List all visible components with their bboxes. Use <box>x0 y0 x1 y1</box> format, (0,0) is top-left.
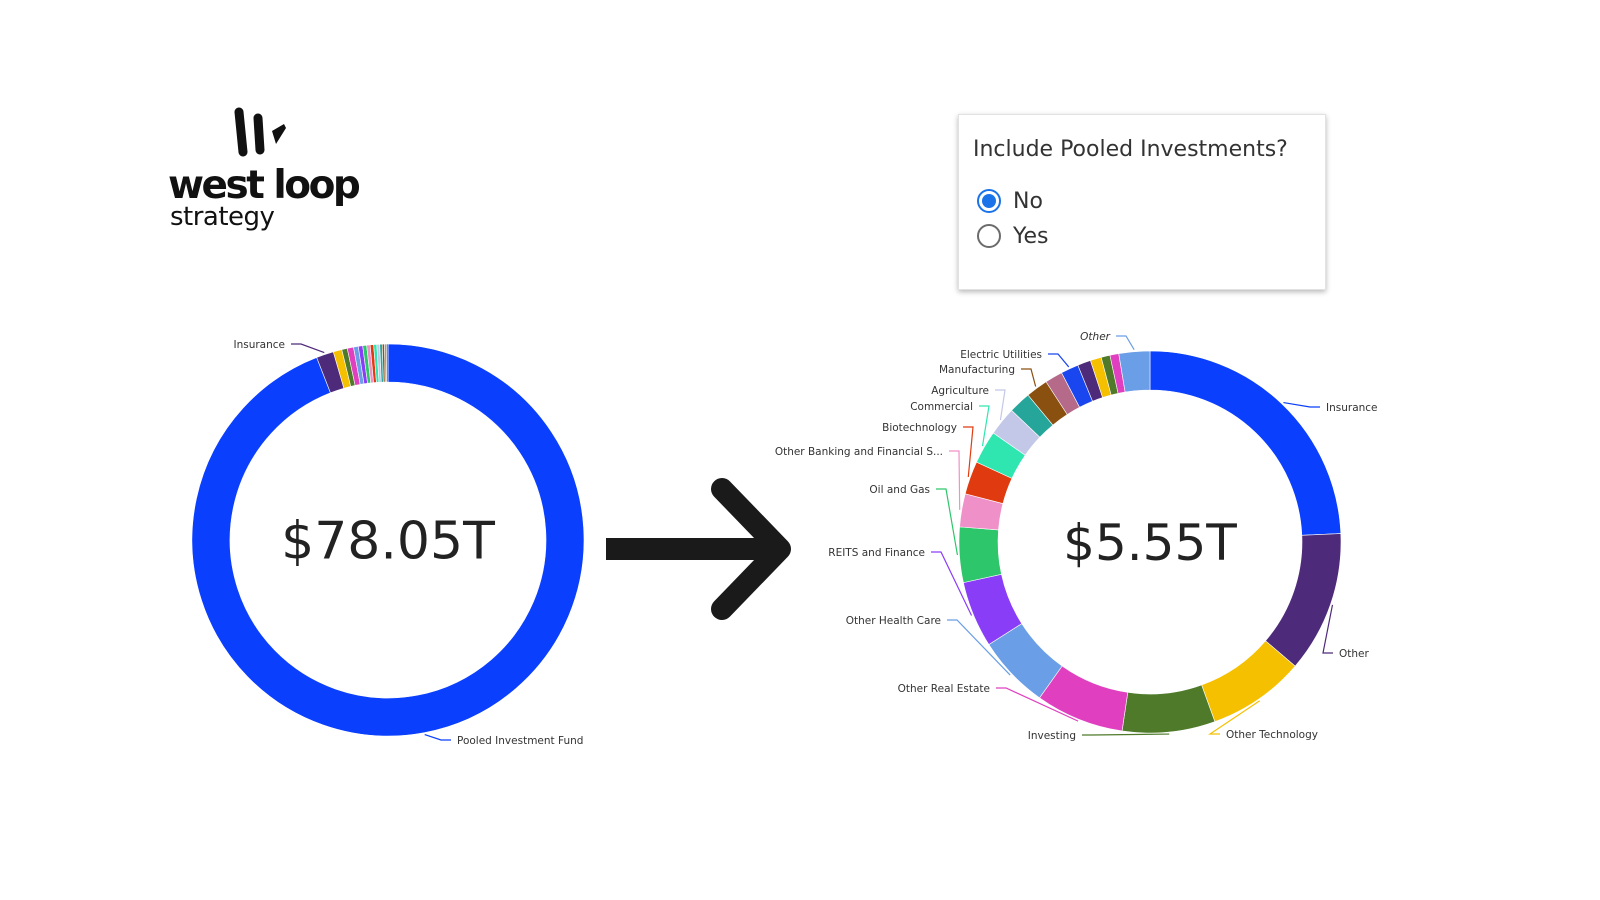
slice-label-other-real-estate: Other Real Estate <box>898 683 990 695</box>
label-leader-line <box>1283 401 1320 408</box>
label-leader-line <box>1322 604 1334 654</box>
slice-label-other-banking-and-financial-s: Other Banking and Financial S... <box>775 446 943 458</box>
label-leader-line <box>1208 700 1261 735</box>
donut-center-total: $5.55T <box>1063 514 1237 572</box>
slice-label-insurance: Insurance <box>233 339 285 351</box>
label-leader-line <box>949 450 961 510</box>
slice-label-biotechnology: Biotechnology <box>882 422 957 434</box>
donut-slice-other[interactable] <box>1118 350 1151 393</box>
donut-slice-pooled-investment-fund[interactable] <box>191 343 585 737</box>
brand-logo: west loop strategy <box>168 104 368 244</box>
radio-option-no[interactable]: No <box>977 187 1043 215</box>
slice-label-oil-and-gas: Oil and Gas <box>869 484 930 496</box>
label-leader-line <box>963 426 974 478</box>
brand-name-line1: west loop <box>168 163 361 208</box>
donut-slice-insurance[interactable] <box>1149 350 1342 536</box>
label-leader-line <box>1116 335 1135 350</box>
slice-label-commercial: Commercial <box>910 401 973 413</box>
donut-slice-unlabeled-15[interactable] <box>386 343 389 383</box>
slice-label-other-health-care: Other Health Care <box>846 615 941 627</box>
slice-label-insurance: Insurance <box>1326 402 1378 414</box>
donut-slice-oil-and-gas[interactable] <box>958 526 1002 583</box>
slice-label-other: Other <box>1339 648 1369 660</box>
label-leader-line <box>995 389 1006 421</box>
label-leader-line <box>979 405 990 447</box>
slice-label-agriculture: Agriculture <box>931 385 989 397</box>
filter-title: Include Pooled Investments? <box>973 137 1288 162</box>
label-leader-line <box>996 687 1079 722</box>
label-leader-line <box>1082 733 1170 736</box>
donut-slice-investing[interactable] <box>1121 684 1216 734</box>
slice-label-reits-and-finance: REITS and Finance <box>828 547 925 559</box>
label-leader-line <box>936 488 959 556</box>
label-leader-line <box>424 734 451 741</box>
label-leader-line <box>931 551 973 616</box>
radio-option-yes[interactable]: Yes <box>977 222 1049 250</box>
label-leader-line <box>1048 353 1070 368</box>
slice-label-investing: Investing <box>1028 730 1076 742</box>
radio-label-yes: Yes <box>1013 223 1049 249</box>
slice-label-electric-utilities: Electric Utilities <box>960 349 1042 361</box>
brand-name-line2: strategy <box>170 202 275 232</box>
label-leader-line <box>1021 368 1037 387</box>
donut-slice-other[interactable] <box>1265 533 1342 667</box>
slice-label-other-technology: Other Technology <box>1226 729 1318 741</box>
pooled-investments-filter: Include Pooled Investments? No Yes <box>958 114 1326 290</box>
label-leader-line <box>291 343 325 354</box>
radio-button-checked[interactable] <box>977 189 1001 213</box>
slice-label-other: Other <box>1080 331 1110 343</box>
donut-center-total: $78.05T <box>281 512 495 572</box>
logo-mark-icon <box>234 107 286 157</box>
radio-label-no: No <box>1013 188 1043 214</box>
label-leader-line <box>947 619 1011 676</box>
slice-label-pooled-investment-fund: Pooled Investment Fund <box>457 735 583 747</box>
donut-chart-before: Pooled Investment Fund Insurance $78.05T <box>191 339 585 747</box>
right-arrow-icon <box>606 478 791 620</box>
slice-label-manufacturing: Manufacturing <box>939 364 1015 376</box>
donut-chart-after: Insurance Other Other Technology Investing O… <box>775 331 1378 742</box>
radio-button-unchecked[interactable] <box>977 224 1001 248</box>
